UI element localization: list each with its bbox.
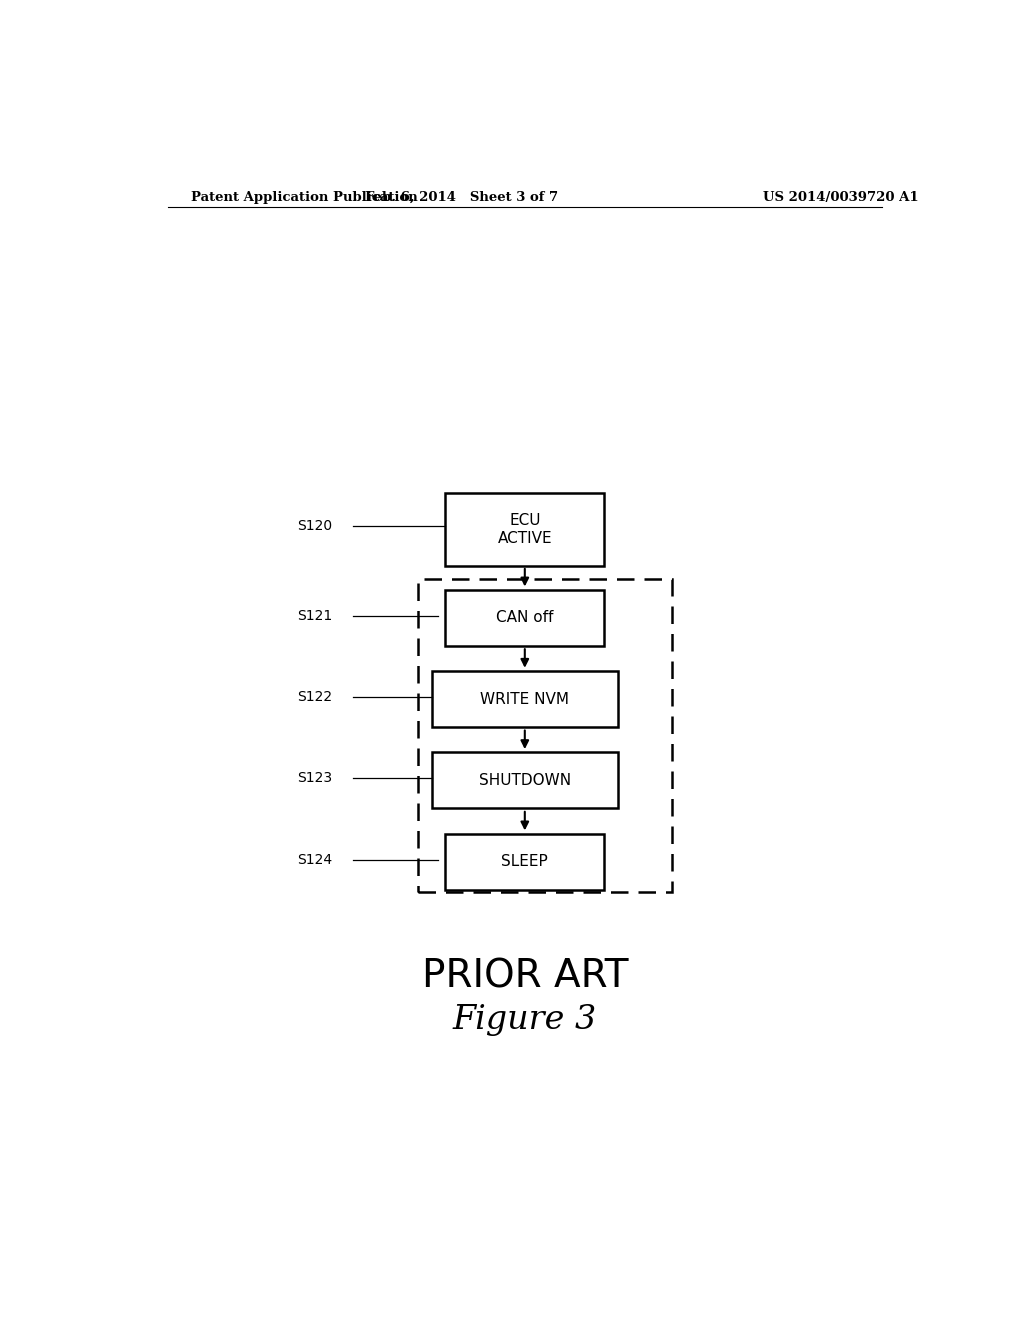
- FancyBboxPatch shape: [431, 752, 618, 808]
- Text: PRIOR ART: PRIOR ART: [422, 957, 628, 995]
- Text: ECU
ACTIVE: ECU ACTIVE: [498, 513, 552, 545]
- Text: S123: S123: [298, 771, 333, 785]
- FancyBboxPatch shape: [445, 834, 604, 890]
- Text: Figure 3: Figure 3: [453, 1005, 597, 1036]
- Text: Patent Application Publication: Patent Application Publication: [191, 190, 418, 203]
- Text: SLEEP: SLEEP: [502, 854, 548, 870]
- FancyBboxPatch shape: [445, 590, 604, 645]
- Text: US 2014/0039720 A1: US 2014/0039720 A1: [763, 190, 919, 203]
- Text: Feb. 6, 2014   Sheet 3 of 7: Feb. 6, 2014 Sheet 3 of 7: [365, 190, 558, 203]
- FancyBboxPatch shape: [445, 492, 604, 566]
- Text: S124: S124: [298, 853, 333, 867]
- Text: WRITE NVM: WRITE NVM: [480, 692, 569, 706]
- Text: CAN off: CAN off: [496, 610, 554, 626]
- Text: S120: S120: [298, 519, 333, 533]
- Text: SHUTDOWN: SHUTDOWN: [479, 774, 570, 788]
- Text: S121: S121: [298, 609, 333, 623]
- FancyBboxPatch shape: [431, 671, 618, 727]
- Text: S122: S122: [298, 690, 333, 704]
